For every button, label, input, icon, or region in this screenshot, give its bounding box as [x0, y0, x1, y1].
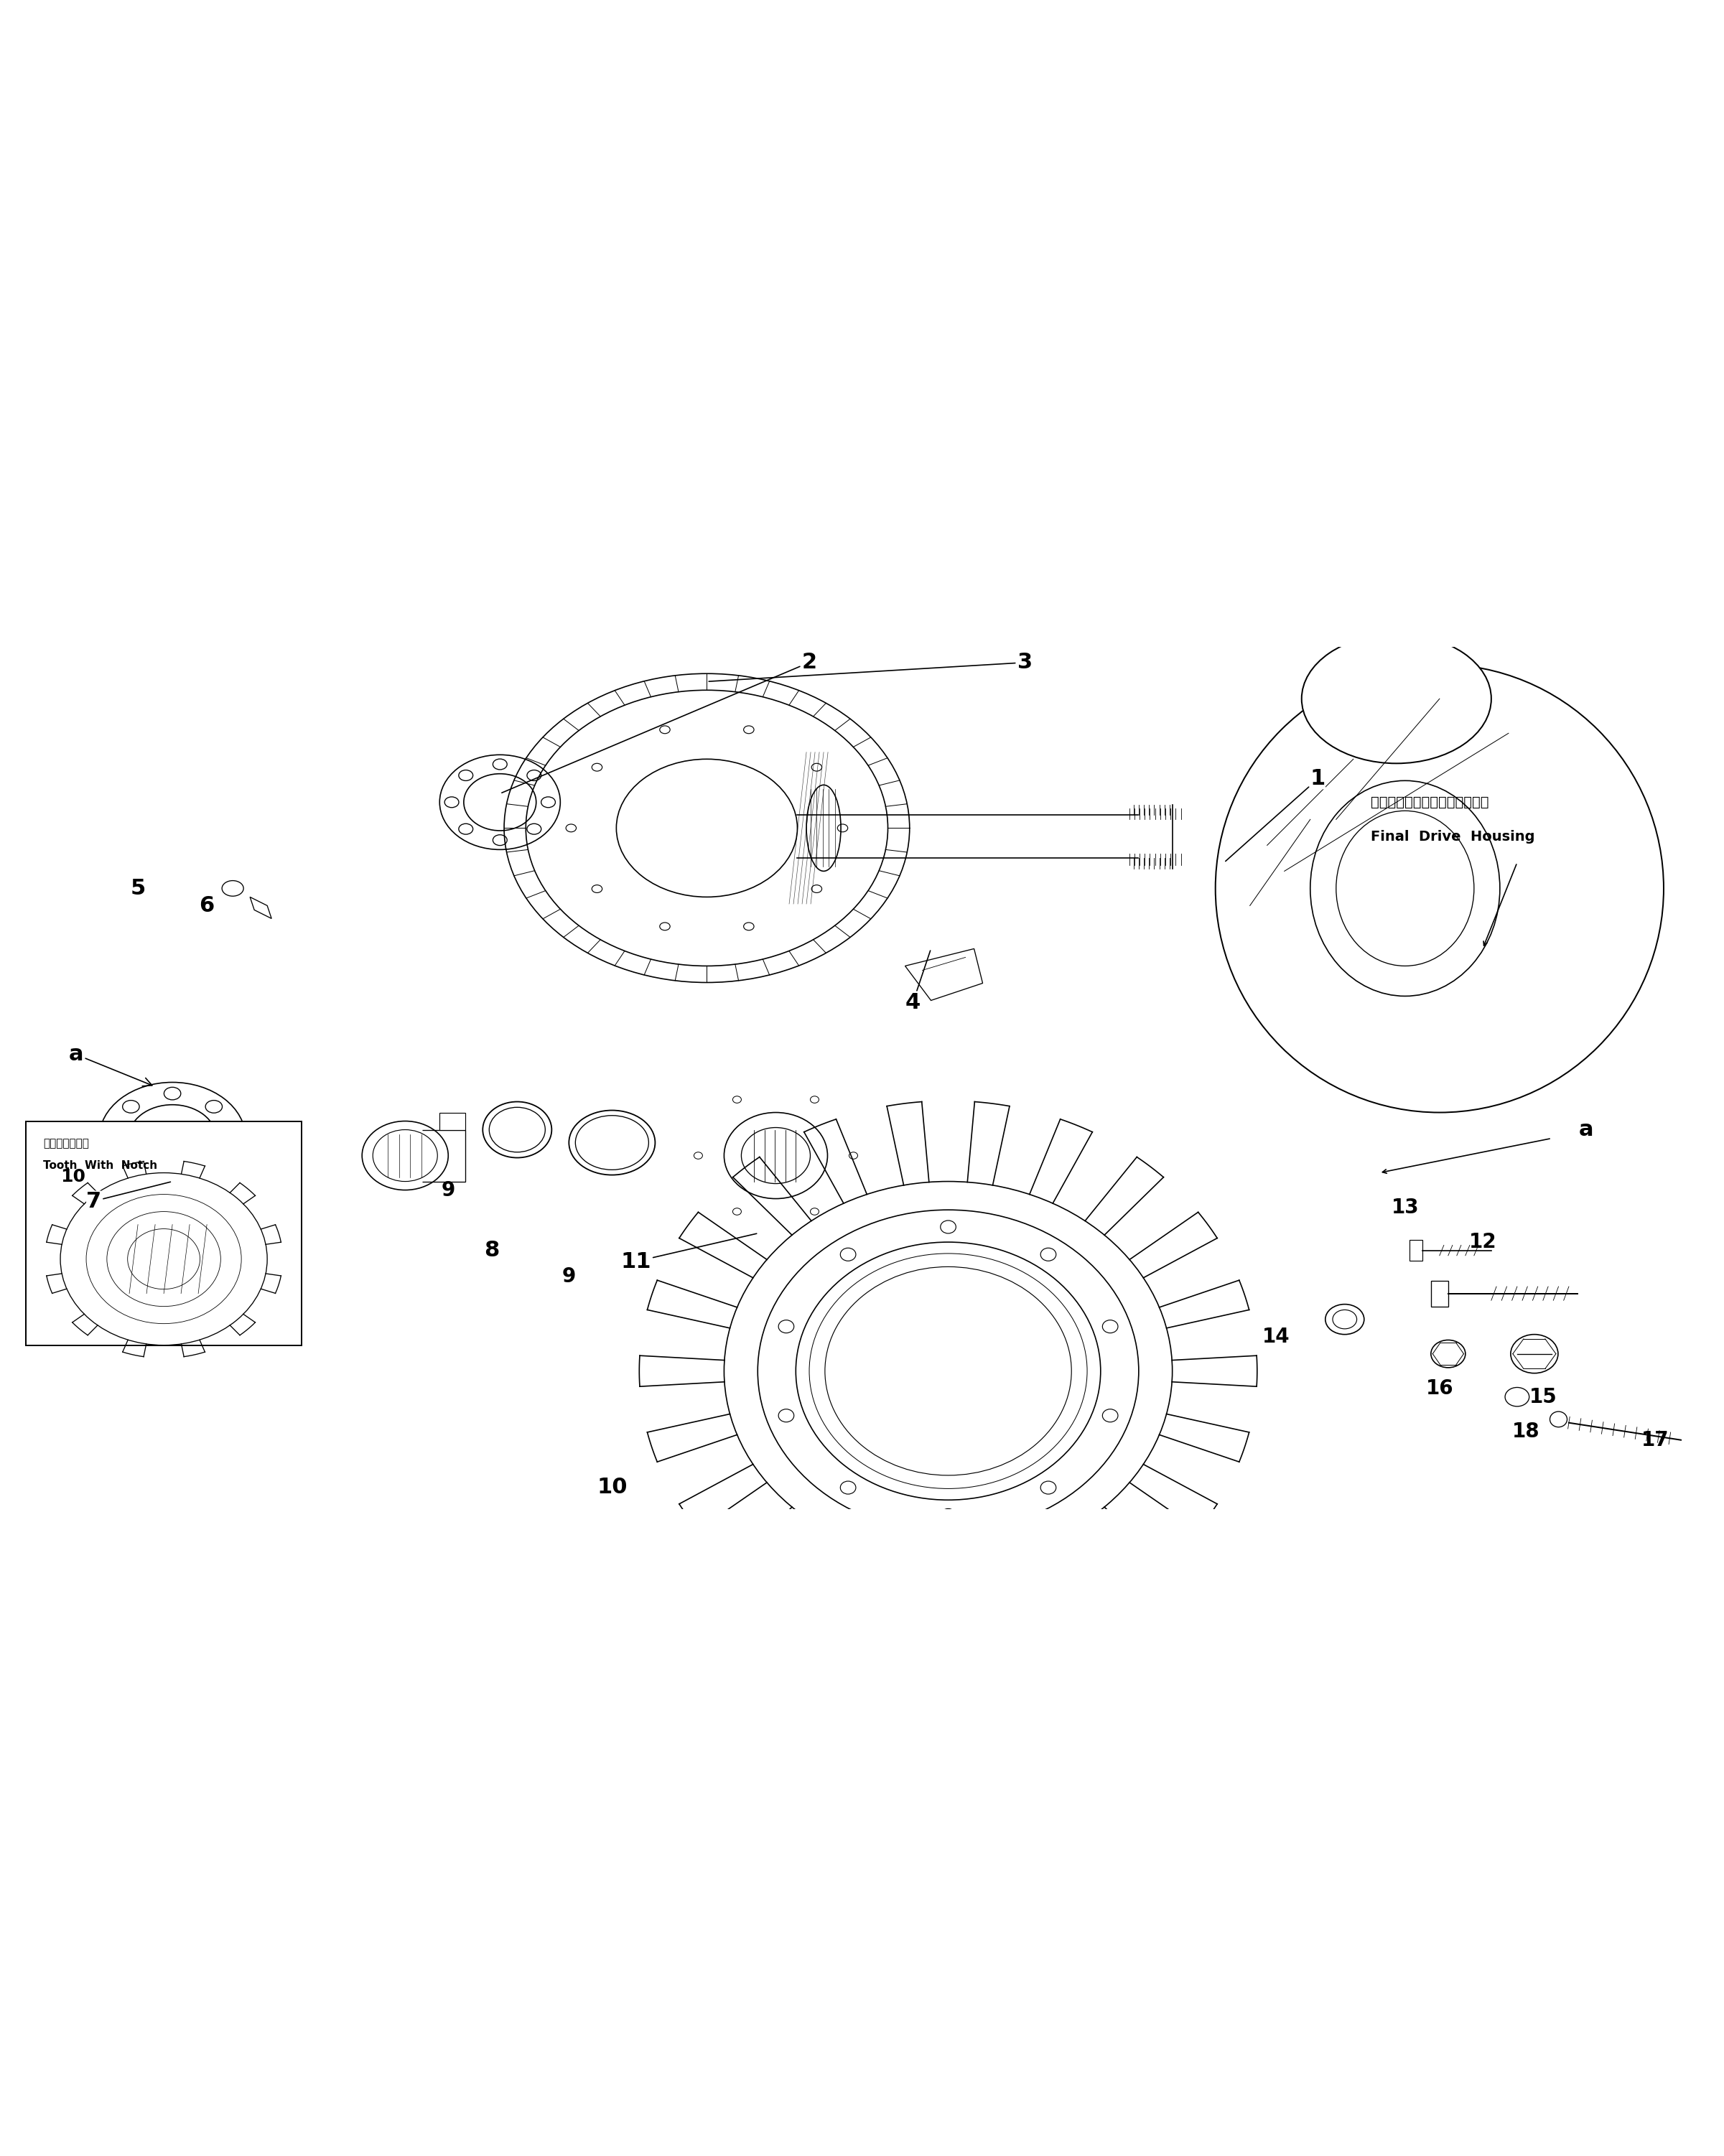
- Text: 10: 10: [597, 1477, 628, 1498]
- Text: 2: 2: [502, 651, 817, 793]
- Ellipse shape: [1505, 1388, 1529, 1406]
- Text: 12: 12: [1469, 1231, 1496, 1253]
- Text: a: a: [1579, 1119, 1593, 1141]
- Text: 10: 10: [60, 1169, 86, 1186]
- Ellipse shape: [1215, 664, 1664, 1112]
- Text: 歯部きり欠き付: 歯部きり欠き付: [43, 1138, 90, 1149]
- Ellipse shape: [60, 1173, 267, 1345]
- FancyBboxPatch shape: [26, 1121, 302, 1345]
- Text: 3: 3: [709, 651, 1033, 681]
- Ellipse shape: [1510, 1335, 1558, 1373]
- Ellipse shape: [1336, 811, 1474, 966]
- Text: 1: 1: [1226, 768, 1326, 860]
- Text: 6: 6: [200, 895, 214, 916]
- Text: 4: 4: [905, 951, 931, 1013]
- Text: 9: 9: [441, 1179, 455, 1201]
- Ellipse shape: [796, 1242, 1100, 1501]
- Polygon shape: [440, 1112, 465, 1130]
- Text: a: a: [69, 1044, 152, 1087]
- Text: ファイナルドライブハウジング: ファイナルドライブハウジング: [1371, 796, 1490, 808]
- Text: 9: 9: [562, 1266, 576, 1287]
- Text: 13: 13: [1391, 1197, 1419, 1218]
- Ellipse shape: [724, 1181, 1172, 1561]
- Text: 17: 17: [1641, 1429, 1669, 1451]
- Text: 7: 7: [86, 1181, 171, 1212]
- Text: Final  Drive  Housing: Final Drive Housing: [1371, 830, 1534, 843]
- Text: 14: 14: [1262, 1326, 1290, 1348]
- Text: 18: 18: [1512, 1421, 1540, 1442]
- Text: 15: 15: [1529, 1386, 1557, 1408]
- Ellipse shape: [1310, 780, 1500, 996]
- Ellipse shape: [1431, 1341, 1465, 1367]
- Text: Tooth  With  Notch: Tooth With Notch: [43, 1160, 157, 1171]
- Text: 8: 8: [484, 1240, 498, 1261]
- Text: 11: 11: [621, 1233, 757, 1272]
- Text: 16: 16: [1426, 1378, 1453, 1399]
- Text: 5: 5: [131, 877, 145, 899]
- Ellipse shape: [1326, 1304, 1364, 1335]
- Ellipse shape: [1302, 634, 1491, 763]
